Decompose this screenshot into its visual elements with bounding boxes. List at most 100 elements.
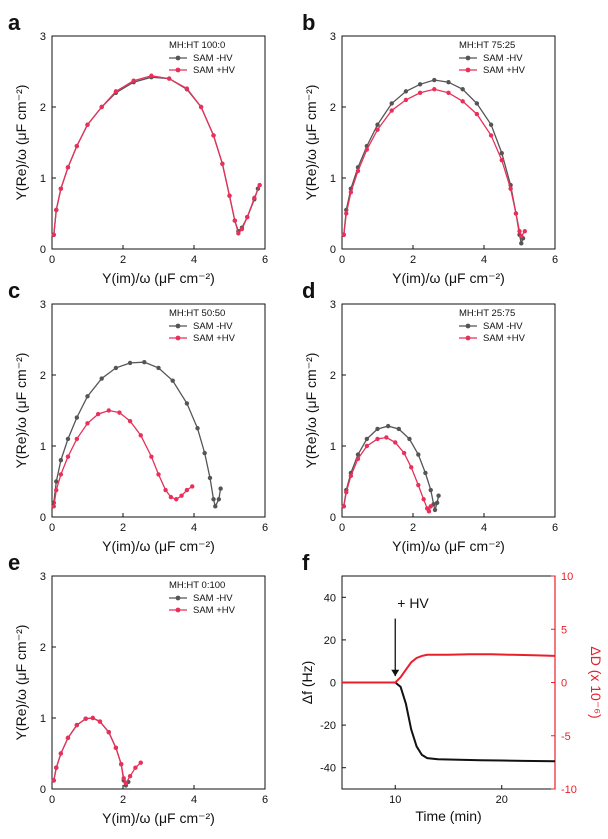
- series-line-plus-hv: [53, 75, 261, 235]
- data-point: [401, 450, 407, 456]
- legend-entry: SAM +HV: [483, 65, 526, 76]
- y-axis-label: Y(Re)/ω (μF cm⁻²): [303, 353, 319, 469]
- y-tick-label: 2: [40, 102, 46, 114]
- data-point: [252, 195, 257, 201]
- legend-title: MH:HT 0:100: [169, 580, 225, 591]
- data-point: [54, 479, 59, 484]
- data-point: [375, 426, 380, 432]
- panel-letter-a: a: [8, 10, 21, 35]
- y-axis-label-right: ΔD (x 10⁻⁶): [588, 646, 604, 718]
- data-point: [513, 211, 519, 216]
- x-tick-label: 6: [262, 794, 268, 806]
- data-point: [375, 127, 380, 132]
- data-point: [123, 781, 129, 786]
- data-point: [65, 165, 71, 170]
- panel-letter-b: b: [302, 10, 315, 35]
- data-point: [428, 504, 433, 509]
- data-point: [239, 226, 245, 232]
- legend-title: MH:HT 50:50: [169, 308, 225, 319]
- series-line-plus-hv: [343, 88, 526, 238]
- dissipation-trace: [342, 653, 556, 684]
- data-point: [446, 90, 451, 96]
- data-point: [174, 497, 179, 502]
- legend-swatch-marker: [465, 55, 471, 61]
- data-point: [385, 423, 391, 429]
- data-point: [65, 735, 71, 741]
- data-point: [117, 410, 122, 415]
- legend-swatch-marker: [175, 67, 181, 73]
- data-point: [460, 87, 465, 92]
- data-point: [58, 472, 64, 477]
- data-point: [432, 77, 437, 83]
- data-point: [74, 436, 80, 442]
- panel-letter-f: f: [302, 550, 310, 575]
- panel-c: c 0 2 4 6 0 1 2 3 Y(im)/ω (μF cm⁻²) Y(Re)/ω (μF cm…: [8, 278, 268, 554]
- legend-swatch-marker: [175, 595, 181, 601]
- legend-entry: SAM -HV: [483, 53, 523, 64]
- data-point: [195, 426, 200, 431]
- data-point: [517, 229, 522, 234]
- y-axis-label: Y(Re)/ω (μF cm⁻²): [303, 85, 319, 201]
- data-point: [364, 147, 370, 152]
- data-point: [149, 454, 154, 459]
- data-point: [384, 435, 389, 440]
- data-point: [341, 504, 346, 509]
- x-tick-label: 2: [120, 522, 126, 534]
- data-point: [127, 418, 133, 424]
- data-point: [446, 79, 451, 85]
- y-tick-label: 2: [330, 370, 336, 382]
- data-point: [127, 360, 133, 366]
- panel-b: b 0 2 4 6 0 1 2 3 Y(im)/ω (μF cm⁻²) Y(Re)/ω (μF cm…: [302, 10, 558, 286]
- plot-frame: [341, 303, 556, 518]
- plot-frame: [51, 35, 266, 250]
- data-point: [58, 186, 64, 191]
- data-point: [65, 436, 71, 442]
- data-point: [218, 486, 223, 491]
- data-point: [163, 487, 168, 493]
- x-tick-label: 2: [120, 794, 126, 806]
- data-point: [213, 504, 218, 509]
- data-point: [396, 426, 401, 432]
- data-point: [156, 365, 161, 371]
- data-point: [156, 472, 161, 477]
- data-point: [375, 122, 380, 127]
- y-tick-label: 2: [40, 370, 46, 382]
- data-point: [428, 487, 433, 493]
- x-tick-label: 10: [389, 794, 401, 806]
- y-tick-label-right: 5: [561, 624, 567, 636]
- annotation-label: + HV: [397, 595, 429, 611]
- y-tick-label: 0: [40, 244, 46, 256]
- data-point: [54, 487, 59, 493]
- y-tick-label: 1: [40, 713, 46, 725]
- data-point: [99, 376, 104, 381]
- y-tick-label: 3: [40, 299, 46, 311]
- y-tick-label-left: 0: [330, 678, 336, 690]
- y-axis-label-left: Δf (Hz): [299, 661, 315, 705]
- plot-frame: [51, 575, 266, 790]
- data-point: [106, 408, 112, 413]
- x-axis-label: Y(im)/ω (μF cm⁻²): [102, 810, 215, 826]
- y-tick-label-right: 0: [561, 678, 567, 690]
- y-tick-label: 3: [330, 31, 336, 43]
- data-point: [355, 456, 361, 461]
- x-tick-label: 0: [339, 522, 345, 534]
- data-point: [407, 436, 412, 442]
- y-tick-label-right: -5: [561, 731, 571, 743]
- legend-swatch-marker: [465, 67, 471, 73]
- series-line-plus-hv: [343, 436, 432, 513]
- data-point: [207, 475, 213, 481]
- legend-swatch-marker: [175, 55, 181, 61]
- series-line-plus-hv: [53, 717, 142, 785]
- data-point: [211, 497, 216, 502]
- data-point: [417, 82, 423, 87]
- data-point: [113, 745, 119, 751]
- x-tick-label: 0: [49, 254, 55, 266]
- data-point: [220, 161, 225, 166]
- data-point: [348, 473, 354, 479]
- data-point: [488, 133, 494, 138]
- data-point: [142, 360, 147, 365]
- data-point: [74, 143, 80, 149]
- x-tick-label: 6: [552, 522, 558, 534]
- data-point: [257, 182, 262, 188]
- data-point: [184, 401, 190, 406]
